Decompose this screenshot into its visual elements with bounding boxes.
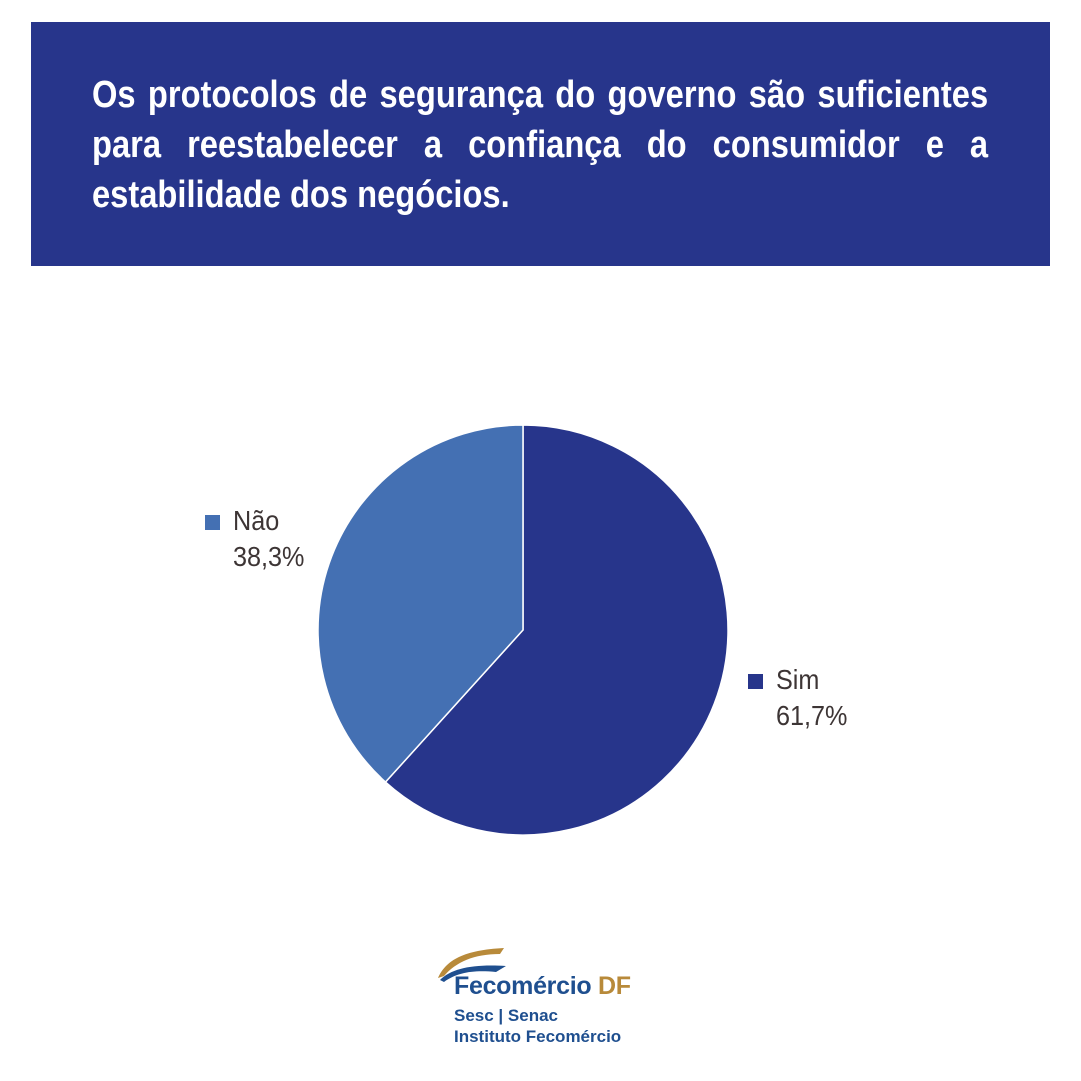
legend-swatch-sim <box>748 674 763 689</box>
data-label-nao: 38,3% <box>233 541 305 572</box>
wing-icon <box>438 948 506 982</box>
legend-label-sim: Sim <box>776 664 820 695</box>
pie-slice-nao <box>317 424 524 784</box>
pie-slice-sim <box>384 424 729 836</box>
logo-line-instituto: Instituto Fecomércio <box>454 1027 622 1046</box>
title-banner <box>31 22 1050 266</box>
fecomercio-logo: Fecomércio DF Sesc | Senac Instituto Fec… <box>430 942 670 1052</box>
logo-line-sesc-senac: Sesc | Senac <box>454 1006 558 1025</box>
legend-label-nao: Não <box>233 505 280 536</box>
data-label-sim: 61,7% <box>776 700 848 731</box>
logo-brand: Fecomércio DF <box>454 972 631 1000</box>
legend-swatch-nao <box>205 515 220 530</box>
chart-title: Os protocolos de segurança do governo sã… <box>92 74 989 216</box>
